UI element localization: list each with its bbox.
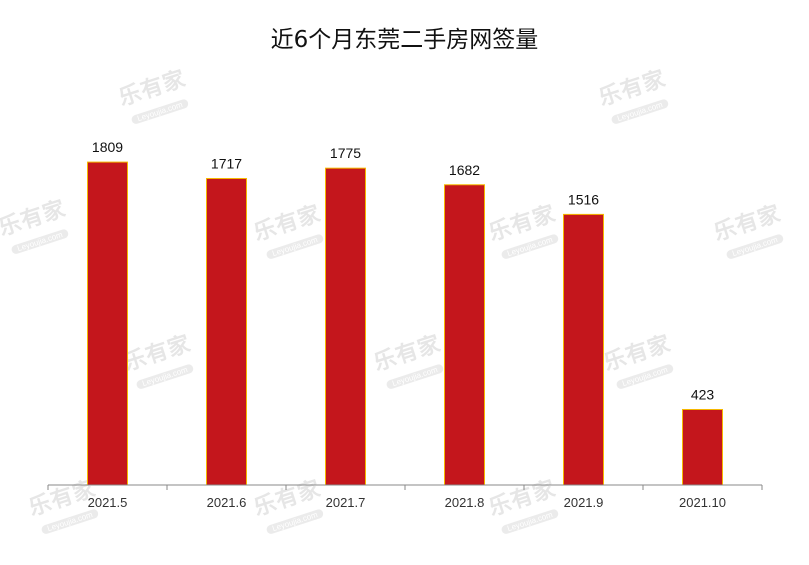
data-label: 1775	[330, 145, 361, 161]
bar	[325, 167, 366, 486]
data-label: 1717	[211, 156, 242, 172]
data-label: 1516	[568, 191, 599, 207]
bar	[444, 184, 485, 486]
x-tick-label: 2021.7	[326, 495, 366, 510]
x-tick-label: 2021.6	[207, 495, 247, 510]
data-label: 1809	[92, 139, 123, 155]
bar	[563, 213, 604, 486]
bar	[206, 178, 247, 486]
bar	[87, 161, 128, 486]
data-label: 423	[691, 386, 715, 402]
x-tick-label: 2021.5	[88, 495, 128, 510]
chart-title: 近6个月东莞二手房网签量	[270, 27, 539, 53]
x-tick-label: 2021.8	[445, 495, 485, 510]
bar	[682, 408, 723, 486]
x-tick-label: 2021.9	[564, 495, 604, 510]
data-label: 1682	[449, 162, 480, 178]
x-tick-label: 2021.10	[679, 495, 726, 510]
